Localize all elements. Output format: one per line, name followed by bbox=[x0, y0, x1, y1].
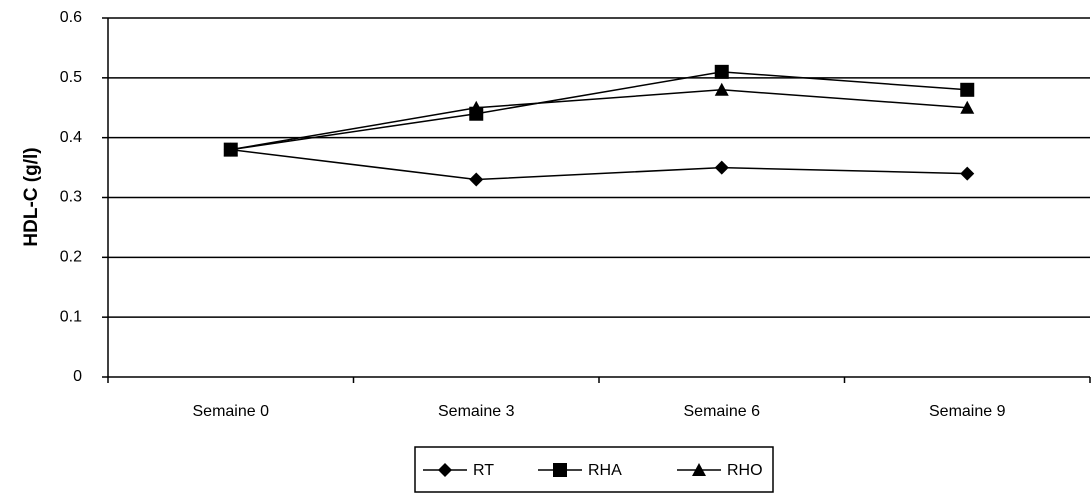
y-tick-label: 0 bbox=[73, 368, 82, 385]
marker bbox=[714, 160, 729, 175]
marker bbox=[960, 82, 975, 97]
legend-label: RHA bbox=[588, 462, 622, 479]
legend-label: RHO bbox=[727, 462, 763, 479]
marker bbox=[714, 64, 729, 79]
marker bbox=[960, 166, 975, 181]
y-axis-label: HDL-C (g/l) bbox=[21, 147, 42, 246]
legend-label: RT bbox=[473, 462, 494, 479]
series-line bbox=[230, 89, 968, 151]
marker bbox=[438, 463, 452, 477]
x-tick-label: Semaine 9 bbox=[929, 403, 1006, 420]
y-tick-label: 0.3 bbox=[60, 189, 82, 206]
y-tick-label: 0.6 bbox=[60, 9, 82, 26]
marker bbox=[714, 82, 729, 96]
marker bbox=[223, 142, 238, 156]
y-tick-label: 0.5 bbox=[60, 69, 82, 86]
series-line bbox=[230, 148, 968, 181]
x-tick-label: Semaine 3 bbox=[438, 403, 515, 420]
y-tick-label: 0.1 bbox=[60, 308, 82, 325]
marker bbox=[469, 172, 484, 187]
y-tick-label: 0.4 bbox=[60, 129, 82, 146]
x-tick-label: Semaine 0 bbox=[193, 403, 270, 420]
marker bbox=[553, 463, 567, 477]
marker bbox=[692, 463, 706, 476]
series-line bbox=[230, 71, 968, 151]
marker bbox=[469, 100, 484, 114]
x-tick-label: Semaine 6 bbox=[684, 403, 761, 420]
marker bbox=[960, 100, 975, 114]
y-tick-label: 0.2 bbox=[60, 249, 82, 266]
